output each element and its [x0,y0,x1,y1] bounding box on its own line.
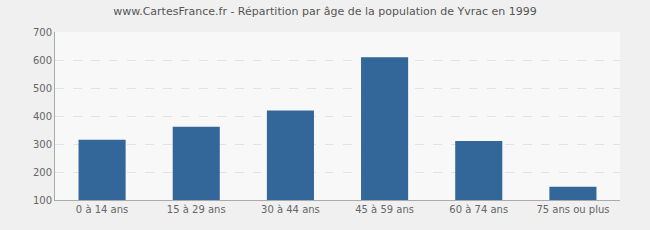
svg-text:200: 200 [33,167,52,178]
svg-text:700: 700 [33,27,52,38]
svg-text:60 à 74 ans: 60 à 74 ans [449,204,508,215]
svg-text:15 à 29 ans: 15 à 29 ans [167,204,226,215]
svg-text:600: 600 [33,55,52,66]
svg-text:0 à 14 ans: 0 à 14 ans [76,204,128,215]
svg-text:100: 100 [33,195,52,206]
svg-text:75 ans ou plus: 75 ans ou plus [536,204,609,215]
svg-text:45 à 59 ans: 45 à 59 ans [355,204,414,215]
svg-text:30 à 44 ans: 30 à 44 ans [261,204,320,215]
svg-text:500: 500 [33,83,52,94]
svg-text:300: 300 [33,139,52,150]
svg-text:www.CartesFrance.fr - Répartit: www.CartesFrance.fr - Répartition par âg… [113,5,537,18]
svg-text:400: 400 [33,111,52,122]
